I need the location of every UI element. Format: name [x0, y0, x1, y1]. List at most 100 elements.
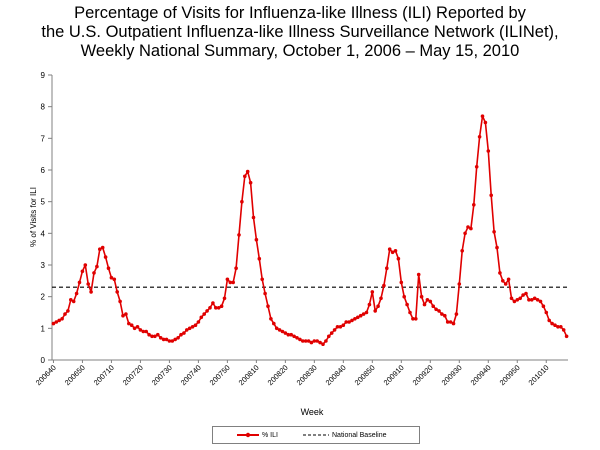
ili-point [532, 296, 537, 301]
ili-point [225, 277, 230, 282]
ili-point [295, 336, 299, 340]
ili-point [509, 296, 514, 301]
ili-point [463, 231, 467, 236]
ili-point [266, 304, 270, 309]
ili-point [234, 266, 238, 271]
ili-point [205, 309, 209, 313]
ili-point [228, 280, 233, 285]
ili-point [274, 326, 279, 331]
ili-point [129, 323, 134, 328]
ili-point [153, 334, 157, 339]
ili-point [115, 290, 119, 294]
ili-point [179, 332, 183, 337]
ili-point [237, 233, 241, 237]
ili-point [103, 255, 108, 259]
ili-point [512, 299, 517, 304]
ili-point [89, 290, 93, 294]
ili-point [312, 339, 317, 343]
ili-point [71, 299, 76, 304]
ili-point [138, 328, 143, 332]
x-axis: 200640 200650 200710 200720 200730 200740 2007… [34, 359, 568, 387]
ili-point [405, 302, 409, 307]
ili-point [309, 340, 314, 345]
ili-point [547, 318, 551, 323]
ili-point [350, 318, 354, 323]
x-tick-label: 200750 [208, 363, 232, 387]
ili-point [492, 230, 496, 234]
ili-point [515, 298, 520, 302]
ili-point [561, 328, 566, 332]
chart-title-line-3: Weekly National Summary, October 1, 2006… [80, 42, 520, 60]
y-tick-label: 9 [41, 71, 46, 80]
ili-point [167, 339, 172, 343]
x-tick-label: 200830 [295, 363, 319, 387]
ili-point [469, 226, 473, 231]
ili-point [425, 298, 430, 302]
ili-point [451, 321, 456, 326]
y-tick-label: 0 [41, 356, 46, 365]
ili-point [187, 326, 192, 331]
ili-point [408, 310, 412, 315]
ili-point [553, 323, 557, 328]
ili-point [347, 320, 351, 324]
ili-point [338, 325, 343, 329]
ili-point [170, 339, 175, 343]
ili-point [396, 256, 401, 261]
ili-point [298, 337, 302, 342]
ili-point [434, 307, 438, 312]
ili-point [269, 317, 273, 321]
ili-point [411, 317, 415, 321]
ili-point [335, 325, 340, 329]
ili-point [208, 306, 212, 310]
ili-point [527, 298, 531, 302]
ili-point [318, 340, 322, 345]
ili-point [538, 299, 543, 304]
ili-point [98, 247, 102, 251]
x-tick-label: 200810 [237, 363, 261, 387]
ili-point [422, 302, 427, 307]
ili-point [419, 294, 424, 299]
x-tick-label: 200820 [266, 363, 290, 387]
legend-baseline-swatch [303, 434, 329, 436]
ili-point [83, 263, 88, 267]
ili-point [367, 302, 372, 307]
ili-point [164, 337, 169, 342]
ili-point [321, 342, 325, 347]
ili-point [161, 337, 166, 342]
ili-point [185, 328, 189, 332]
ili-point [202, 312, 206, 316]
ili-point [80, 269, 85, 274]
ili-point [74, 291, 79, 296]
ili-point [356, 315, 360, 320]
ili-point [428, 299, 433, 304]
ili-point [124, 312, 128, 316]
ili-point [190, 325, 195, 329]
legend-ili-swatch [237, 432, 259, 438]
x-tick-label: 200940 [469, 363, 493, 387]
ili-point [95, 264, 99, 269]
ili-point [521, 293, 525, 297]
y-tick-label: 4 [41, 229, 46, 238]
ili-point [364, 310, 369, 315]
legend-item-baseline: National Baseline [303, 427, 386, 443]
ili-point [121, 313, 125, 318]
ili-point [63, 312, 67, 316]
ili-point [254, 237, 259, 242]
y-tick-label: 8 [41, 103, 46, 112]
ili-point [474, 165, 479, 169]
y-tick-label: 1 [41, 324, 46, 333]
ili-point [448, 320, 453, 324]
legend-baseline-label: National Baseline [332, 431, 387, 439]
ili-point [222, 296, 227, 301]
ili-point [144, 329, 148, 334]
ili-point [387, 247, 392, 251]
ili-point [358, 313, 363, 318]
ili-point [280, 329, 285, 334]
ili-point [306, 339, 311, 343]
ili-point [443, 313, 447, 318]
y-tick-label: 3 [41, 261, 46, 270]
ili-point [559, 325, 563, 329]
ili-point [530, 298, 534, 302]
x-tick-label: 200840 [324, 363, 348, 387]
ili-point [158, 336, 163, 340]
